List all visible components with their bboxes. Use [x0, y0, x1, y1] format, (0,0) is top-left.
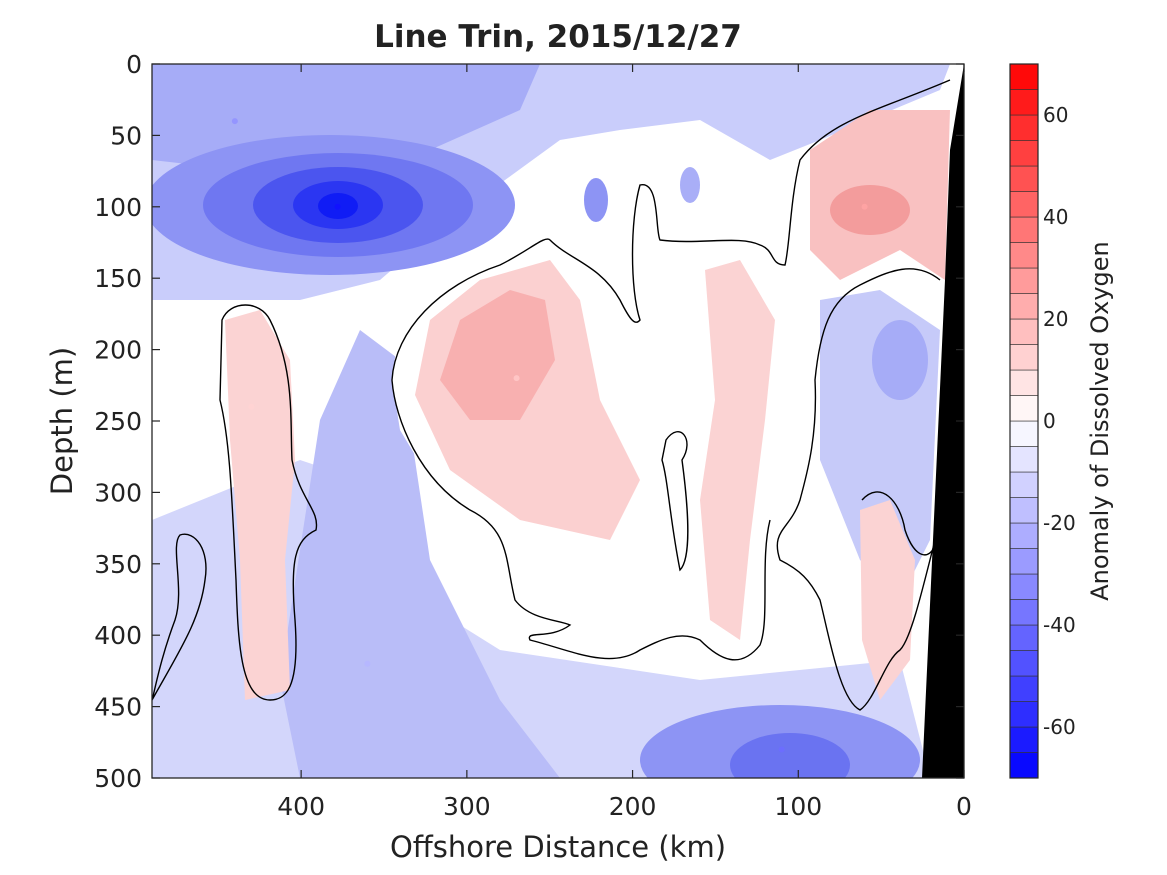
zero-contour-nearshore [776, 268, 941, 711]
field-region-mid-high-core [440, 290, 555, 420]
feature-deep-mid-low [364, 660, 371, 667]
colorbar-level [1009, 344, 1039, 371]
y-axis-label: Depth (m) [45, 347, 79, 495]
zero-contour-nearshore-inner [861, 491, 936, 556]
colorbar-level [1009, 191, 1039, 218]
colorbar-level [1009, 114, 1039, 141]
y-tick-label: 450 [94, 693, 142, 722]
colorbar-tick-label: 60 [1043, 103, 1068, 127]
colorbar-level [1009, 573, 1039, 600]
y-tick-label: 300 [94, 478, 142, 507]
colorbar-level [1009, 497, 1039, 524]
x-tick-label: 300 [443, 792, 491, 821]
field-region-nearshore-deep-high [860, 500, 915, 700]
colorbar-level [1009, 675, 1039, 702]
y-tick-label: 250 [94, 407, 142, 436]
field-region-deep-column [280, 330, 560, 778]
colorbar-level [1009, 522, 1039, 549]
colorbar-level [1009, 369, 1039, 396]
x-axis: 400 300 200 100 0 [277, 64, 972, 821]
feature-nearshore-upper-high [861, 203, 868, 210]
feature-deep-nearshore-low [778, 746, 785, 753]
feature-oxygen-minimum-core [334, 203, 341, 210]
field-small-low-1 [584, 178, 608, 222]
x-tick-label: 0 [956, 792, 972, 821]
colorbar-level [1009, 293, 1039, 320]
feature-offshore-mid-high [248, 403, 255, 410]
colorbar-tick-label: 40 [1043, 205, 1068, 229]
x-tick-label: 200 [609, 792, 657, 821]
colorbar-level [1009, 216, 1039, 243]
field-small-low-2 [680, 167, 700, 203]
colorbar-label: Anomaly of Dissolved Oxygen [1086, 241, 1114, 601]
colorbar-level [1009, 446, 1039, 473]
colorbar-level [1009, 726, 1039, 753]
colorbar-level [1009, 752, 1039, 779]
colorbar-level [1009, 650, 1039, 677]
x-axis-label: Offshore Distance (km) [390, 830, 726, 864]
colorbar: 60 40 20 0 -20 -40 -60 [1009, 63, 1076, 779]
zero-contour-thin-loop [661, 431, 689, 572]
colorbar-tick-label: 0 [1043, 409, 1056, 433]
y-tick-label: 50 [110, 121, 142, 150]
colorbar-level [1009, 165, 1039, 192]
y-tick-label: 100 [94, 193, 142, 222]
colorbar-level [1009, 395, 1039, 422]
chart-title: Line Trin, 2015/12/27 [374, 19, 742, 55]
y-tick-label: 200 [94, 336, 142, 365]
colorbar-tick-label: -60 [1043, 715, 1076, 739]
colorbar-level [1009, 420, 1039, 447]
colorbar-level [1009, 318, 1039, 345]
field-region-left-column-high [225, 310, 295, 700]
bathymetry-mask [922, 64, 964, 778]
y-tick-label: 150 [94, 264, 142, 293]
y-tick-label: 350 [94, 550, 142, 579]
colorbar-tick-label: -40 [1043, 613, 1076, 637]
anomaly-field [152, 64, 964, 778]
y-axis: 0 50 100 150 200 250 300 350 400 450 500 [94, 50, 964, 793]
colorbar-tick-label: -20 [1043, 511, 1076, 535]
colorbar-level [1009, 267, 1039, 294]
zero-contour-offshore-edge [152, 533, 207, 701]
colorbar-level [1009, 471, 1039, 498]
zero-contours [152, 79, 951, 711]
y-tick-label: 0 [126, 50, 142, 79]
colorbar-level [1009, 89, 1039, 116]
colorbar-level [1009, 548, 1039, 575]
field-deep-low-ring-2 [730, 733, 850, 778]
zero-contour-left-loop [219, 304, 318, 701]
colorbar-level [1009, 701, 1039, 728]
colorbar-level [1009, 599, 1039, 626]
x-tick-label: 400 [277, 792, 325, 821]
zero-contour-mid-lower [391, 379, 771, 661]
y-tick-label: 400 [94, 621, 142, 650]
colorbar-level [1009, 242, 1039, 269]
colorbar-tick-label: 20 [1043, 307, 1068, 331]
field-nearshore-high-core [830, 185, 910, 235]
field-region-right-column-high [700, 260, 775, 640]
colorbar-frame [1009, 63, 1039, 779]
colorbar-level [1009, 624, 1039, 651]
feature-mid-section-high [513, 375, 520, 382]
x-tick-label: 100 [774, 792, 822, 821]
colorbar-level [1009, 63, 1039, 90]
y-tick-label: 500 [94, 764, 142, 793]
colorbar-level [1009, 140, 1039, 167]
field-small-low-3 [872, 320, 928, 400]
feature-upper-offshore-low [231, 118, 238, 125]
zero-contour-mid [391, 79, 951, 381]
